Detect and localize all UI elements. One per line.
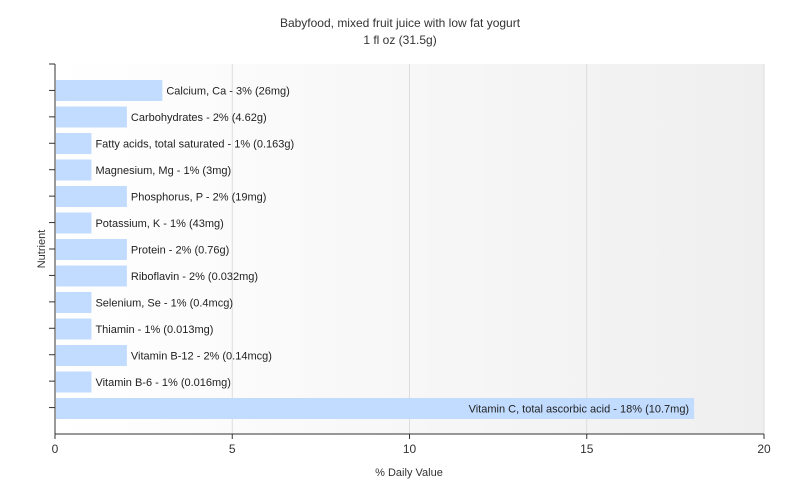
bar-label: Carbohydrates - 2% (4.62g) xyxy=(131,112,267,124)
chart-title: Babyfood, mixed fruit juice with low fat… xyxy=(280,16,521,30)
bar-label: Vitamin B-6 - 1% (0.016mg) xyxy=(95,377,231,389)
bar xyxy=(56,133,92,154)
bar-label: Phosphorus, P - 2% (19mg) xyxy=(131,192,267,204)
bar-label: Potassium, K - 1% (43mg) xyxy=(95,218,223,230)
bar xyxy=(56,292,92,313)
chart-subtitle: 1 fl oz (31.5g) xyxy=(363,33,436,47)
y-axis-label: Nutrient xyxy=(36,230,48,269)
bar xyxy=(56,159,92,181)
bar xyxy=(56,371,92,393)
bar xyxy=(56,318,92,340)
bar-label: Magnesium, Mg - 1% (3mg) xyxy=(95,165,231,177)
bar-label: Riboflavin - 2% (0.032mg) xyxy=(131,271,258,283)
bar-label: Calcium, Ca - 3% (26mg) xyxy=(166,86,289,98)
bar xyxy=(56,345,127,366)
x-tick-label: 5 xyxy=(229,442,236,456)
x-tick-label: 20 xyxy=(757,442,771,456)
bar-label: Fatty acids, total saturated - 1% (0.163… xyxy=(95,139,294,151)
x-axis-label: % Daily Value xyxy=(375,467,443,479)
bar xyxy=(56,212,92,234)
x-tick-label: 0 xyxy=(52,442,59,456)
bar-label: Protein - 2% (0.76g) xyxy=(131,245,229,257)
bar-label: Vitamin C, total ascorbic acid - 18% (10… xyxy=(469,404,690,416)
bar xyxy=(56,265,127,287)
bar xyxy=(56,398,695,419)
bar xyxy=(56,186,127,207)
bar-label: Thiamin - 1% (0.013mg) xyxy=(95,324,213,336)
bar xyxy=(56,80,163,101)
bar-label: Vitamin B-12 - 2% (0.14mcg) xyxy=(131,351,272,363)
bar xyxy=(56,239,127,260)
bar xyxy=(56,106,127,128)
x-tick-label: 10 xyxy=(403,442,417,456)
x-tick-label: 15 xyxy=(580,442,594,456)
bar-label: Selenium, Se - 1% (0.4mcg) xyxy=(95,298,233,310)
